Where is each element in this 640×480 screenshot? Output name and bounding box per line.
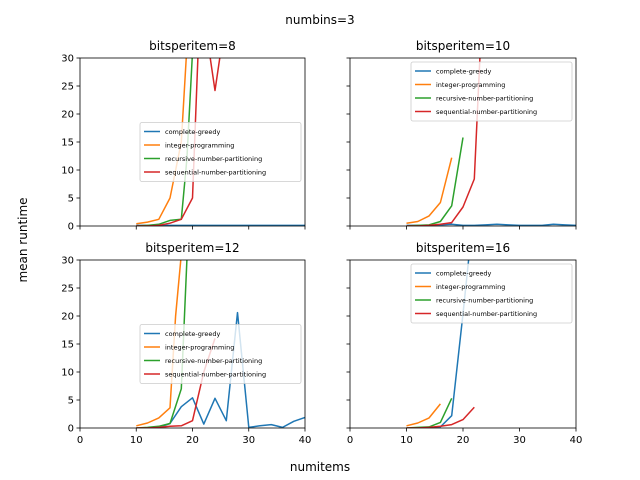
subplot-4: bitsperitem=16 0 10 20 30 40 complete-greedy in… bbox=[346, 241, 583, 446]
series-line-integer-programming bbox=[406, 403, 441, 427]
legend-label: recursive-number-partitioning bbox=[436, 296, 533, 304]
legend: complete-greedy integer-programming recurs… bbox=[139, 324, 302, 384]
legend-label: integer-programming bbox=[436, 81, 505, 89]
x-tick-label: 0 bbox=[77, 435, 83, 446]
x-tick-label: 10 bbox=[400, 435, 413, 446]
subplot-title: bitsperitem=12 bbox=[145, 241, 239, 255]
legend-box bbox=[139, 122, 302, 182]
y-tick-label: 0 bbox=[68, 222, 74, 233]
x-tick-label: 30 bbox=[513, 435, 526, 446]
legend-label: recursive-number-partitioning bbox=[165, 357, 262, 365]
series-line-sequential-number-partitioning bbox=[406, 406, 475, 428]
x-tick-label: 0 bbox=[347, 435, 353, 446]
y-tick-label: 10 bbox=[61, 166, 74, 177]
legend-box bbox=[410, 263, 573, 324]
legend-label: sequential-number-partitioning bbox=[436, 108, 537, 116]
legend-box bbox=[139, 324, 302, 384]
subplots: bitsperitem=8 0 5 10 15 20 25 30 complete-greedy… bbox=[61, 39, 582, 446]
x-tick-label: 20 bbox=[457, 435, 470, 446]
x-tick-label: 40 bbox=[570, 435, 583, 446]
legend-label: sequential-number-partitioning bbox=[165, 370, 266, 378]
legend-label: complete-greedy bbox=[165, 330, 220, 338]
legend: complete-greedy integer-programming recurs… bbox=[410, 263, 573, 324]
legend: complete-greedy integer-programming recurs… bbox=[139, 122, 302, 182]
figure-xlabel: numitems bbox=[290, 460, 350, 474]
y-tick-label: 5 bbox=[68, 396, 74, 407]
y-tick-label: 30 bbox=[61, 54, 74, 65]
y-tick-label: 15 bbox=[61, 138, 74, 149]
series-line-integer-programming bbox=[406, 157, 453, 224]
legend-label: recursive-number-partitioning bbox=[165, 155, 262, 163]
y-tick-label: 30 bbox=[61, 256, 74, 267]
subplot-1: bitsperitem=8 0 5 10 15 20 25 30 complete-greedy… bbox=[61, 39, 306, 233]
legend-label: integer-programming bbox=[436, 283, 505, 291]
y-tick-label: 20 bbox=[61, 110, 74, 121]
subplot-title: bitsperitem=8 bbox=[149, 39, 236, 53]
legend-label: complete-greedy bbox=[436, 269, 491, 277]
legend-box bbox=[410, 61, 573, 122]
figure-ylabel: mean runtime bbox=[16, 197, 30, 282]
x-tick-label: 20 bbox=[186, 435, 199, 446]
subplot-title: bitsperitem=16 bbox=[416, 241, 510, 255]
legend-label: integer-programming bbox=[165, 141, 234, 149]
y-tick-label: 25 bbox=[61, 82, 74, 93]
series-line-recursive-number-partitioning bbox=[406, 137, 464, 226]
legend-label: sequential-number-partitioning bbox=[165, 168, 266, 176]
legend-label: recursive-number-partitioning bbox=[436, 94, 533, 102]
legend-label: complete-greedy bbox=[436, 67, 491, 75]
series-line-integer-programming bbox=[136, 260, 182, 427]
y-tick-label: 10 bbox=[61, 368, 74, 379]
legend-label: sequential-number-partitioning bbox=[436, 310, 537, 318]
y-tick-label: 5 bbox=[68, 194, 74, 205]
subplot-2: bitsperitem=10 complete-greedy integer-pro… bbox=[346, 39, 577, 230]
y-tick-label: 15 bbox=[61, 340, 74, 351]
x-tick-label: 40 bbox=[299, 435, 312, 446]
legend: complete-greedy integer-programming recurs… bbox=[410, 61, 573, 122]
legend-label: integer-programming bbox=[165, 343, 234, 351]
y-tick-label: 25 bbox=[61, 284, 74, 295]
subplot-3: bitsperitem=12 0 10 20 30 40 0 5 10 15 20 25 30 compl… bbox=[61, 241, 311, 446]
x-tick-label: 10 bbox=[130, 435, 143, 446]
subplot-title: bitsperitem=10 bbox=[416, 39, 510, 53]
y-tick-label: 0 bbox=[68, 424, 74, 435]
x-tick-label: 30 bbox=[242, 435, 255, 446]
y-tick-label: 20 bbox=[61, 312, 74, 323]
figure-suptitle: numbins=3 bbox=[285, 13, 354, 27]
legend-label: complete-greedy bbox=[165, 128, 220, 136]
